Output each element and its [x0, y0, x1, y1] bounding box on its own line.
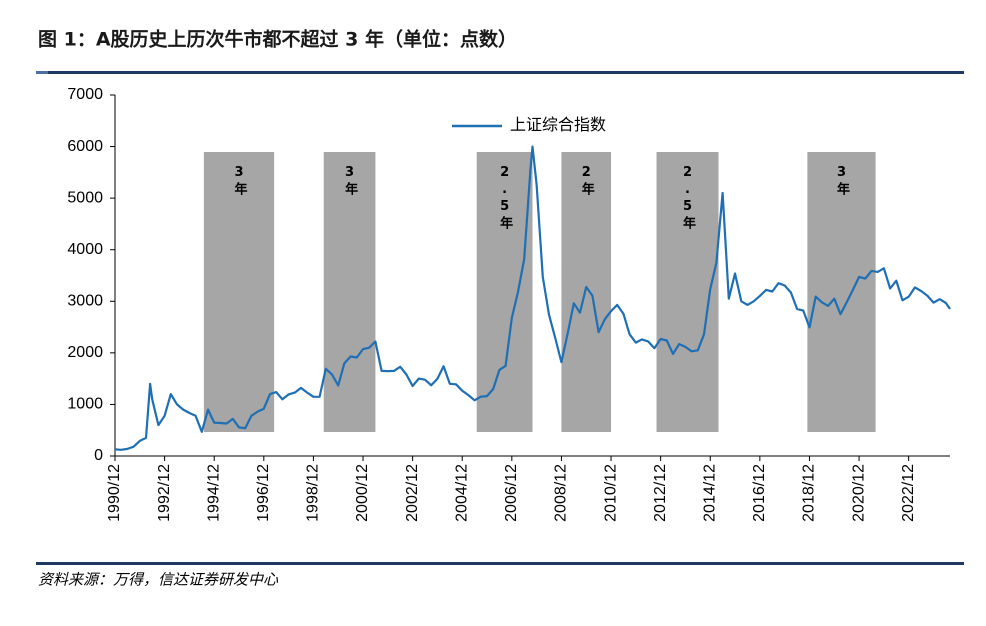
y-tick-label: 3000 [67, 293, 103, 310]
series-line [114, 145, 951, 451]
x-tick-label: 1998/12 [305, 464, 322, 522]
bull-market-band [656, 152, 719, 432]
x-tick-label: 2002/12 [404, 464, 421, 522]
x-tick-label: 2022/12 [900, 464, 917, 522]
band-label: 2.5年 [497, 165, 513, 231]
x-tick-label: 2020/12 [850, 464, 867, 522]
x-tick-label: 1996/12 [255, 464, 272, 522]
band-label: 3年 [834, 165, 850, 197]
x-tick-label: 2016/12 [751, 464, 768, 522]
y-tick-label: 0 [94, 447, 103, 464]
bull-market-band [807, 152, 876, 432]
x-tick-label: 2004/12 [453, 464, 470, 522]
source-note: 资料来源：万得，信达证券研发中心 [38, 571, 279, 589]
y-tick-label: 6000 [67, 138, 103, 155]
band-label: 2.5年 [680, 165, 696, 231]
band-label: 3年 [342, 165, 358, 197]
x-tick-label: 1992/12 [156, 464, 173, 522]
band-label: 2年 [579, 165, 595, 197]
x-tick-label: 2018/12 [801, 464, 818, 522]
x-tick-label: 2008/12 [553, 464, 570, 522]
x-tick-label: 2000/12 [354, 464, 371, 522]
bull-market-band [323, 152, 376, 432]
bull-market-band [561, 152, 612, 432]
x-tick-label: 2006/12 [503, 464, 520, 522]
y-tick-label: 5000 [67, 189, 103, 206]
y-tick-label: 2000 [67, 344, 103, 361]
bull-market-band [476, 152, 533, 432]
chart-title: 图 1：A股历史上历次牛市都不超过 3 年（单位：点数） [38, 28, 517, 51]
y-tick-label: 1000 [67, 396, 103, 413]
x-tick-label: 1990/12 [106, 464, 123, 522]
band-label: 3年 [232, 165, 248, 197]
legend-label: 上证综合指数 [510, 116, 606, 134]
bull-market-band [203, 152, 275, 432]
y-tick-label: 7000 [67, 86, 103, 103]
title-rule-accent [36, 71, 48, 74]
title-rule [36, 71, 964, 74]
x-tick-label: 2010/12 [602, 464, 619, 522]
y-tick-label: 4000 [67, 241, 103, 258]
x-tick-label: 2014/12 [701, 464, 718, 522]
x-tick-label: 2012/12 [652, 464, 669, 522]
x-tick-label: 1994/12 [205, 464, 222, 522]
footer-rule [36, 562, 964, 565]
